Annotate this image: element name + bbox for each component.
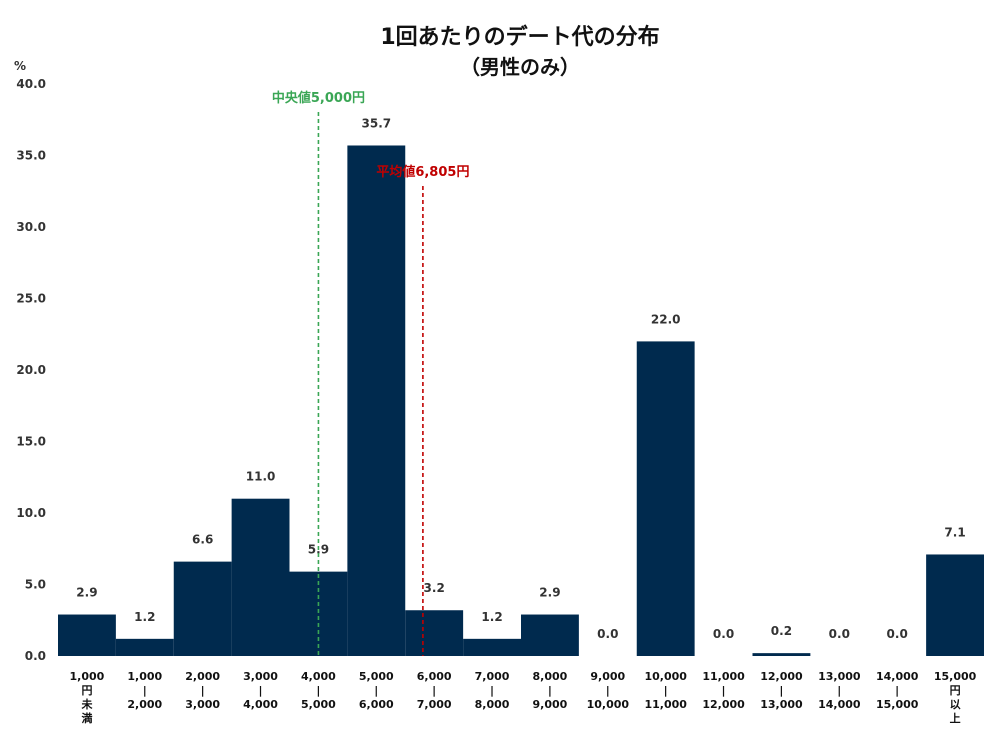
data-label: 0.0	[597, 627, 618, 641]
data-label: 0.0	[829, 627, 850, 641]
x-tick-label: 4,000	[301, 670, 336, 683]
data-label: 6.6	[192, 533, 213, 547]
bar	[405, 610, 464, 656]
y-tick-label: 15.0	[16, 435, 46, 449]
x-tick-label: 未	[80, 697, 93, 711]
x-tick-label: |	[722, 684, 726, 697]
x-tick-label: 上	[950, 711, 961, 725]
x-tick-label: 9,000	[590, 670, 625, 683]
x-tick-label: 12,000	[702, 698, 745, 711]
x-tick-label: |	[201, 684, 205, 697]
x-tick-label: 7,000	[475, 670, 510, 683]
y-tick-label: 20.0	[16, 363, 46, 377]
bar	[463, 638, 521, 656]
x-tick-label: |	[374, 684, 378, 697]
x-tick-label: 12,000	[760, 670, 803, 683]
x-tick-label: 満	[81, 711, 92, 725]
x-tick-label: 2,000	[127, 698, 162, 711]
chart-title: 1回あたりのデート代の分布	[380, 24, 659, 50]
data-label: 22.0	[651, 312, 681, 326]
data-label: 7.1	[944, 525, 965, 539]
x-tick-label: |	[606, 684, 610, 697]
x-tick-label: 10,000	[644, 670, 687, 683]
bar	[58, 614, 116, 656]
x-tick-label: 9,000	[533, 698, 568, 711]
y-tick-label: 40.0	[16, 77, 46, 91]
chart-subtitle: （男性のみ）	[460, 55, 580, 79]
x-tick-label: 15,000	[934, 670, 977, 683]
x-tick-label: |	[837, 684, 841, 697]
data-label: 2.9	[539, 586, 560, 600]
x-tick-label: |	[895, 684, 899, 697]
y-tick-label: 0.0	[25, 649, 46, 663]
x-tick-label: |	[143, 684, 147, 697]
x-tick-label: |	[664, 684, 668, 697]
x-tick-label: 7,000	[417, 698, 452, 711]
x-tick-label: 5,000	[301, 698, 336, 711]
x-tick-label: |	[259, 684, 263, 697]
x-tick-label: 8,000	[533, 670, 568, 683]
data-label: 0.0	[887, 627, 908, 641]
x-tick-label: 5,000	[359, 670, 394, 683]
x-tick-label: 8,000	[475, 698, 510, 711]
x-tick-label: 6,000	[417, 670, 452, 683]
x-tick-label: 6,000	[359, 698, 394, 711]
x-tick-label: 14,000	[876, 670, 919, 683]
bars	[58, 145, 984, 657]
x-tick-label: |	[316, 684, 320, 697]
bar	[521, 614, 579, 656]
x-tick-label: 3,000	[185, 698, 220, 711]
y-tick-label: 35.0	[16, 149, 46, 163]
x-tick-label: 15,000	[876, 698, 919, 711]
reference-line-label: 中央値5,000円	[272, 90, 365, 106]
x-tick-label: 14,000	[818, 698, 861, 711]
x-tick-label: 円	[81, 684, 92, 697]
data-label: 35.7	[362, 116, 392, 130]
x-tick-label: |	[432, 684, 436, 697]
x-tick-label: 4,000	[243, 698, 278, 711]
bar	[231, 498, 290, 656]
data-labels: 2.91.26.611.05.935.73.21.22.90.022.00.0 0…	[76, 116, 965, 641]
bar	[752, 653, 811, 656]
y-axis: 0.0 5.0 10.0 15.0 20.0 25.0 30.0 35.0 40.0	[16, 77, 46, 663]
x-tick-label: 13,000	[818, 670, 861, 683]
y-tick-label: 25.0	[16, 292, 46, 306]
data-label: 11.0	[246, 470, 276, 484]
data-label: 0.2	[771, 624, 792, 638]
x-tick-label: 1,000	[70, 670, 105, 683]
data-label: 0.0	[713, 627, 734, 641]
data-label: 1.2	[134, 610, 155, 624]
x-tick-label: 11,000	[702, 670, 745, 683]
x-tick-label: |	[490, 684, 494, 697]
bar	[347, 145, 406, 657]
bar	[636, 341, 695, 656]
y-tick-label: 5.0	[25, 578, 46, 592]
x-tick-label: |	[779, 684, 783, 697]
x-tick-label: 2,000	[185, 670, 220, 683]
data-label: 3.2	[424, 581, 445, 595]
x-axis: 1,000円未満1,000|2,0002,000|3,0003,000|4,00…	[70, 670, 977, 725]
x-tick-label: 円	[950, 684, 961, 697]
y-axis-unit-label: %	[14, 59, 26, 73]
x-tick-label: |	[548, 684, 552, 697]
x-tick-label: 11,000	[644, 698, 687, 711]
bar	[173, 561, 232, 656]
y-tick-label: 10.0	[16, 506, 46, 520]
reference-line-label: 平均値6,805円	[376, 164, 469, 180]
x-tick-label: 10,000	[587, 698, 630, 711]
data-label: 1.2	[481, 610, 502, 624]
data-label: 2.9	[76, 586, 97, 600]
y-tick-label: 30.0	[16, 220, 46, 234]
x-tick-label: 13,000	[760, 698, 803, 711]
x-tick-label: 3,000	[243, 670, 278, 683]
bar	[926, 554, 984, 656]
x-tick-label: 以	[950, 698, 961, 711]
bar	[289, 571, 348, 656]
x-tick-label: 1,000	[127, 670, 162, 683]
bar	[115, 638, 174, 656]
